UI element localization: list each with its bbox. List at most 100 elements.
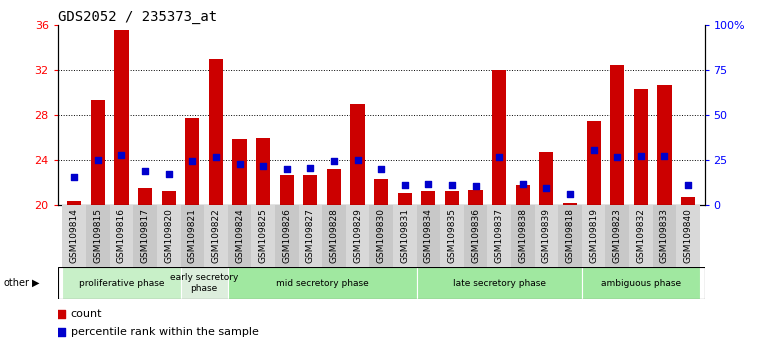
- Point: [116, 152, 128, 158]
- Bar: [468, 189, 483, 205]
- Bar: [162, 191, 176, 205]
- Text: count: count: [71, 309, 102, 319]
- Point: [446, 182, 458, 188]
- Point: [564, 191, 576, 197]
- Bar: [440, 205, 464, 267]
- Text: GSM109830: GSM109830: [377, 209, 386, 263]
- Point: [139, 169, 151, 174]
- Bar: [204, 205, 228, 267]
- Point: [233, 161, 246, 166]
- Text: GSM109821: GSM109821: [188, 209, 197, 263]
- Text: GDS2052 / 235373_at: GDS2052 / 235373_at: [58, 10, 217, 24]
- Text: GSM109839: GSM109839: [542, 209, 551, 263]
- Bar: [563, 203, 577, 205]
- Text: GSM109818: GSM109818: [565, 209, 574, 263]
- Bar: [233, 139, 246, 205]
- Bar: [582, 205, 605, 267]
- Bar: [539, 152, 554, 205]
- Text: GSM109827: GSM109827: [306, 209, 315, 263]
- Bar: [346, 205, 370, 267]
- Point: [55, 329, 67, 335]
- Text: GSM109817: GSM109817: [141, 209, 149, 263]
- Text: GSM109822: GSM109822: [212, 209, 220, 263]
- Point: [162, 171, 175, 177]
- Text: GSM109838: GSM109838: [518, 209, 527, 263]
- Point: [304, 165, 316, 171]
- Bar: [634, 89, 648, 205]
- Bar: [157, 205, 180, 267]
- Text: GSM109836: GSM109836: [471, 209, 480, 263]
- Bar: [629, 205, 653, 267]
- Bar: [610, 65, 624, 205]
- Point: [328, 159, 340, 164]
- Point: [186, 159, 199, 164]
- Bar: [492, 70, 506, 205]
- Text: GSM109829: GSM109829: [353, 209, 362, 263]
- Point: [634, 153, 647, 159]
- Bar: [326, 169, 341, 205]
- Point: [517, 181, 529, 187]
- Bar: [299, 205, 322, 267]
- Bar: [374, 179, 388, 205]
- Point: [68, 174, 80, 180]
- Bar: [350, 104, 365, 205]
- Text: GSM109834: GSM109834: [424, 209, 433, 263]
- Text: late secretory phase: late secretory phase: [453, 279, 546, 288]
- Bar: [421, 191, 436, 205]
- Bar: [658, 85, 671, 205]
- Bar: [417, 205, 440, 267]
- Point: [682, 182, 695, 188]
- Text: GSM109816: GSM109816: [117, 209, 126, 263]
- Bar: [322, 205, 346, 267]
- Text: percentile rank within the sample: percentile rank within the sample: [71, 327, 259, 337]
- Text: GSM109840: GSM109840: [684, 209, 692, 263]
- Text: GSM109832: GSM109832: [636, 209, 645, 263]
- Bar: [487, 205, 511, 267]
- Bar: [256, 138, 270, 205]
- Bar: [186, 119, 199, 205]
- Bar: [133, 205, 157, 267]
- Bar: [582, 267, 700, 299]
- Point: [658, 153, 671, 159]
- Text: GSM109835: GSM109835: [447, 209, 457, 263]
- Text: GSM109833: GSM109833: [660, 209, 669, 263]
- Point: [375, 166, 387, 172]
- Bar: [209, 59, 223, 205]
- Point: [541, 185, 553, 191]
- Bar: [251, 205, 275, 267]
- Bar: [67, 201, 82, 205]
- Text: GSM109823: GSM109823: [613, 209, 621, 263]
- Bar: [86, 205, 109, 267]
- Text: GSM109825: GSM109825: [259, 209, 268, 263]
- Bar: [138, 188, 152, 205]
- Bar: [681, 198, 695, 205]
- Bar: [115, 30, 129, 205]
- Text: GSM109814: GSM109814: [70, 209, 79, 263]
- Text: GSM109831: GSM109831: [400, 209, 410, 263]
- Bar: [393, 205, 417, 267]
- Point: [351, 157, 363, 163]
- Text: proliferative phase: proliferative phase: [79, 279, 164, 288]
- Text: GSM109837: GSM109837: [494, 209, 504, 263]
- Point: [493, 154, 505, 160]
- Bar: [464, 205, 487, 267]
- Text: other: other: [4, 278, 30, 288]
- Text: early secretory
phase: early secretory phase: [170, 274, 238, 293]
- Bar: [180, 205, 204, 267]
- Point: [92, 157, 104, 163]
- Bar: [417, 267, 582, 299]
- Bar: [228, 205, 251, 267]
- Bar: [62, 205, 86, 267]
- Text: GSM109824: GSM109824: [235, 209, 244, 263]
- Point: [422, 181, 434, 187]
- Bar: [109, 205, 133, 267]
- Bar: [653, 205, 676, 267]
- Bar: [62, 267, 180, 299]
- Point: [209, 154, 222, 160]
- Bar: [511, 205, 534, 267]
- Bar: [180, 267, 228, 299]
- Bar: [534, 205, 558, 267]
- Point: [470, 183, 482, 189]
- Bar: [605, 205, 629, 267]
- Bar: [397, 193, 412, 205]
